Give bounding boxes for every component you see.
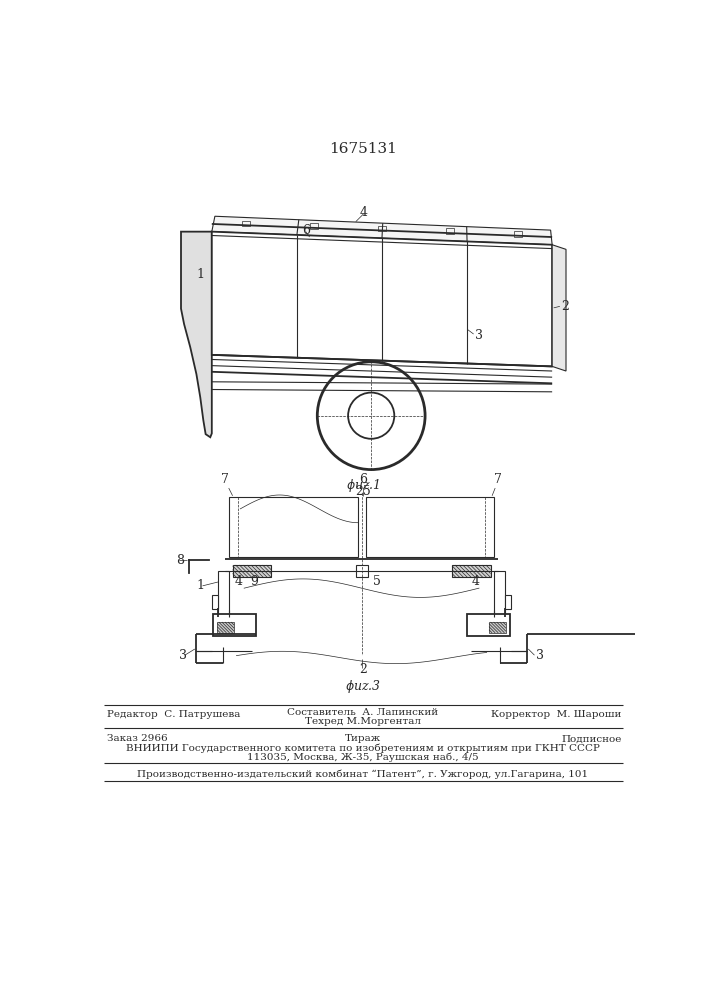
Text: 3: 3 bbox=[475, 329, 483, 342]
Bar bbox=[212, 595, 218, 609]
Text: ВНИИПИ Государственного комитета по изобретениям и открытиям при ГКНТ СССР: ВНИИПИ Государственного комитета по изоб… bbox=[126, 744, 600, 753]
Bar bbox=[489, 622, 506, 633]
Bar bbox=[356, 565, 368, 577]
Bar bbox=[506, 595, 511, 609]
Bar bbox=[452, 565, 491, 577]
Polygon shape bbox=[181, 232, 212, 437]
Bar bbox=[310, 223, 317, 229]
Bar bbox=[366, 497, 494, 557]
Bar bbox=[378, 226, 386, 231]
Text: 2: 2 bbox=[561, 300, 569, 313]
Text: Техред М.Моргентал: Техред М.Моргентал bbox=[305, 717, 421, 726]
Bar bbox=[467, 614, 510, 636]
Bar bbox=[218, 571, 229, 617]
Bar bbox=[514, 231, 522, 237]
Bar bbox=[233, 565, 271, 577]
Text: 1675131: 1675131 bbox=[329, 142, 397, 156]
Bar bbox=[446, 228, 454, 234]
Text: $\phi$uz.1: $\phi$uz.1 bbox=[346, 477, 380, 494]
Polygon shape bbox=[552, 245, 566, 371]
Text: Производственно-издательский комбинат “Патент”, г. Ужгород, ул.Гагарина, 101: Производственно-издательский комбинат “П… bbox=[137, 769, 588, 779]
Text: 5: 5 bbox=[373, 575, 381, 588]
Text: 7: 7 bbox=[221, 473, 229, 486]
Text: Редактор  С. Патрушева: Редактор С. Патрушева bbox=[107, 710, 240, 719]
Text: 1: 1 bbox=[197, 267, 204, 280]
Text: 3: 3 bbox=[536, 649, 544, 662]
Text: 8: 8 bbox=[176, 554, 185, 567]
Text: 4: 4 bbox=[235, 575, 243, 588]
Text: 25: 25 bbox=[355, 485, 370, 498]
Text: 9: 9 bbox=[250, 575, 258, 588]
Text: 4: 4 bbox=[471, 575, 479, 588]
Text: Составитель  А. Лапинский: Составитель А. Лапинский bbox=[287, 708, 438, 717]
Bar bbox=[229, 497, 358, 557]
Text: Подписное: Подписное bbox=[561, 734, 621, 743]
Text: $\phi$uz.3: $\phi$uz.3 bbox=[344, 678, 381, 695]
Text: 6: 6 bbox=[358, 473, 367, 486]
Text: 2: 2 bbox=[360, 663, 368, 676]
Text: 7: 7 bbox=[494, 473, 502, 486]
Polygon shape bbox=[212, 232, 552, 366]
Text: 113035, Москва, Ж-35, Раушская наб., 4/5: 113035, Москва, Ж-35, Раушская наб., 4/5 bbox=[247, 752, 479, 762]
Text: 3: 3 bbox=[180, 649, 187, 662]
Text: Корректор  М. Шароши: Корректор М. Шароши bbox=[491, 710, 621, 719]
Bar bbox=[214, 614, 256, 636]
Bar bbox=[217, 622, 234, 633]
Bar bbox=[242, 221, 250, 226]
Text: Заказ 2966: Заказ 2966 bbox=[107, 734, 168, 743]
Text: 1: 1 bbox=[197, 579, 204, 592]
Polygon shape bbox=[212, 216, 552, 245]
Text: Тираж: Тираж bbox=[344, 734, 381, 743]
Text: 6: 6 bbox=[302, 224, 310, 237]
Bar bbox=[494, 571, 506, 617]
Text: 4: 4 bbox=[359, 206, 368, 219]
